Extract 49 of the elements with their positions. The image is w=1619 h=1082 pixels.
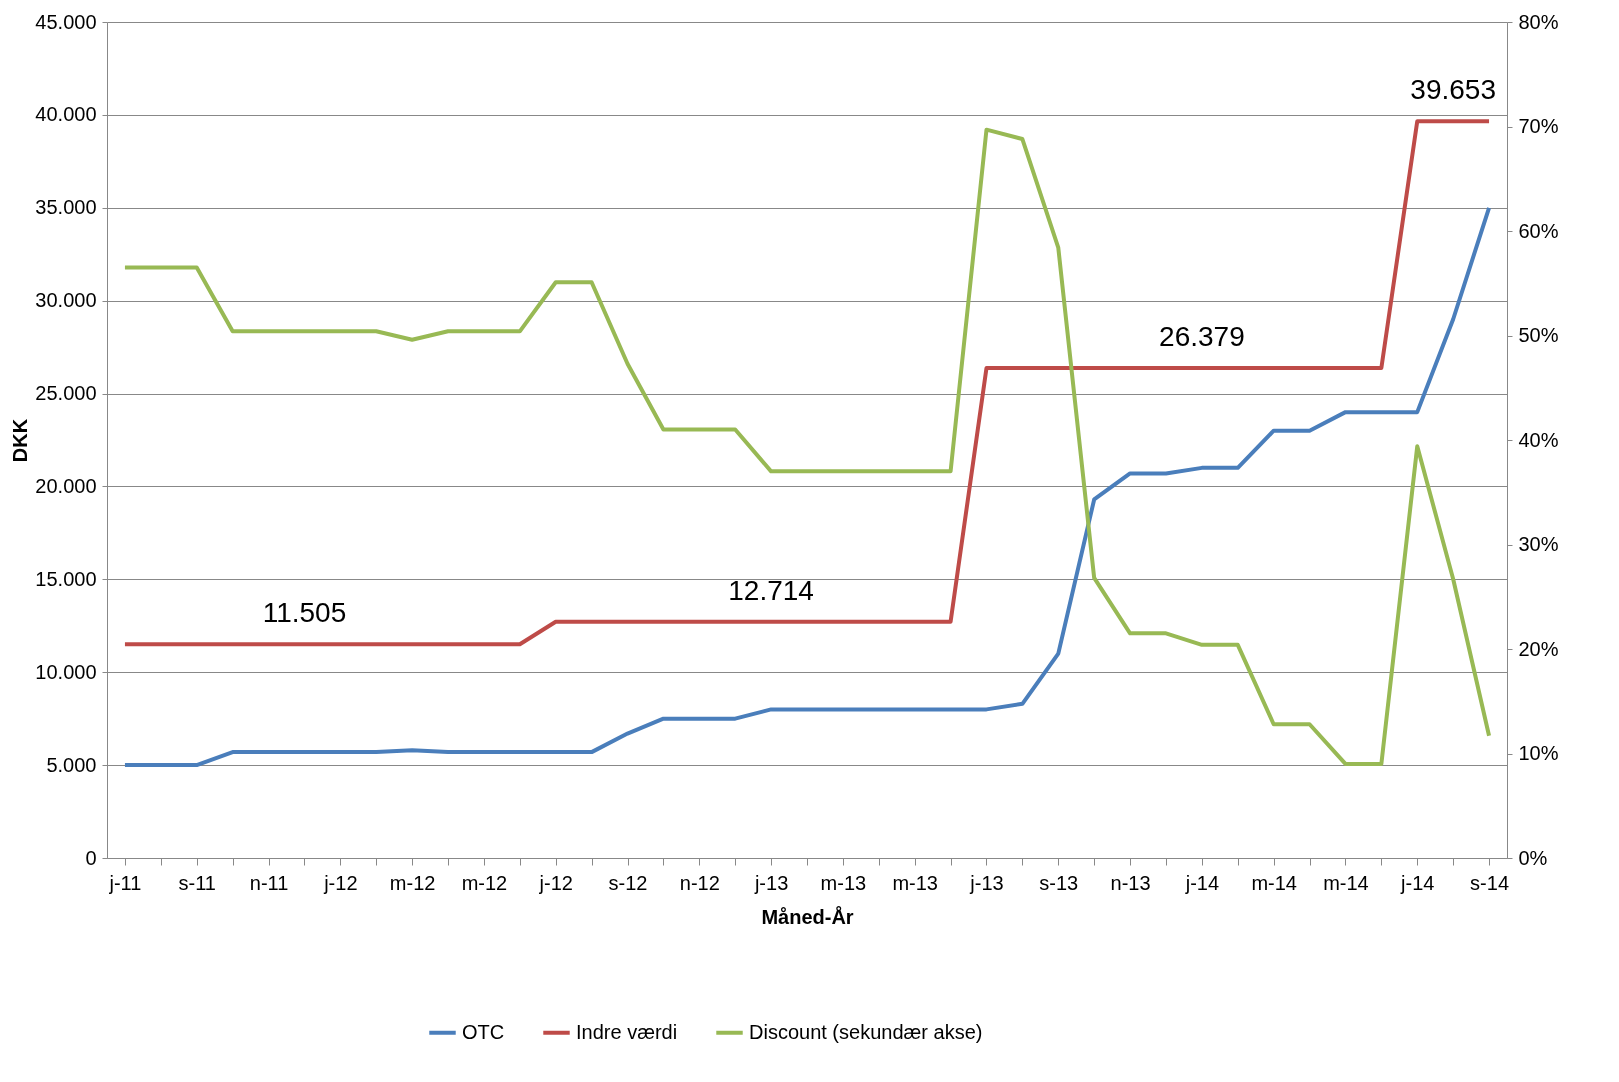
x-tick-label: m-12 (461, 871, 508, 894)
x-tick-label: j-12 (323, 871, 358, 894)
x-tick-label: n-12 (679, 871, 720, 894)
x-tick-label: j-13 (969, 871, 1004, 894)
y-tick-label: 10.000 (35, 660, 97, 683)
y2-tick-label: 60% (1518, 219, 1559, 242)
y-axis-title: DKK (9, 418, 32, 463)
y-tick-label: 20.000 (35, 474, 97, 497)
data-label: 11.505 (262, 597, 347, 629)
y2-tick-label: 70% (1518, 115, 1559, 137)
x-tick-label: j-14 (1184, 871, 1220, 894)
x-tick-label: s-11 (178, 871, 216, 894)
x-tick-label: s-13 (1039, 871, 1079, 894)
x-tick-label: j-13 (753, 871, 789, 894)
x-tick-label: m-14 (1323, 871, 1369, 894)
y-tick-label: 5.000 (46, 753, 97, 776)
y-tick-label: 45.000 (35, 10, 97, 33)
y2-tick-label: 80% (1518, 10, 1559, 33)
x-tick-label: j-12 (538, 871, 573, 894)
x-tick-label: s-12 (608, 871, 648, 894)
y2-tick-label: 20% (1518, 637, 1559, 660)
x-tick-label: n-13 (1110, 871, 1151, 894)
data-label: 26.379 (1159, 320, 1245, 352)
x-tick-label: m-12 (389, 871, 436, 894)
x-tick-label: s-14 (1470, 871, 1509, 894)
y-tick-label: 40.000 (35, 103, 97, 126)
y-tick-label: 35.000 (35, 196, 97, 219)
line-series (122, 119, 1492, 647)
x-tick-label: m-13 (892, 871, 938, 894)
x-tick-label: n-11 (249, 871, 289, 894)
y-tick-label: 25.000 (35, 382, 97, 405)
y-tick-label: 30.000 (35, 289, 97, 312)
y2-tick-label: 40% (1518, 428, 1559, 451)
x-axis-title: Måned-År (761, 904, 854, 928)
y2-tick-label: 10% (1518, 742, 1559, 764)
legend-label: Indre værdi (576, 1020, 678, 1043)
x-tick-label: j-11 (108, 871, 142, 894)
y2-tick-label: 50% (1518, 324, 1559, 346)
legend-label: Discount (sekundær akse) (749, 1020, 983, 1043)
legend-label: OTC (462, 1020, 505, 1043)
data-label: 39.653 (1410, 74, 1496, 106)
y2-tick-label: 0% (1518, 846, 1548, 869)
data-label: 12.714 (728, 574, 814, 606)
y-tick-label: 0 (85, 846, 97, 869)
x-tick-label: m-14 (1251, 871, 1297, 894)
x-tick-label: m-13 (820, 871, 867, 894)
x-tick-label: j-14 (1400, 871, 1435, 894)
y-tick-label: 15.000 (35, 567, 97, 590)
y2-tick-label: 30% (1518, 533, 1559, 555)
